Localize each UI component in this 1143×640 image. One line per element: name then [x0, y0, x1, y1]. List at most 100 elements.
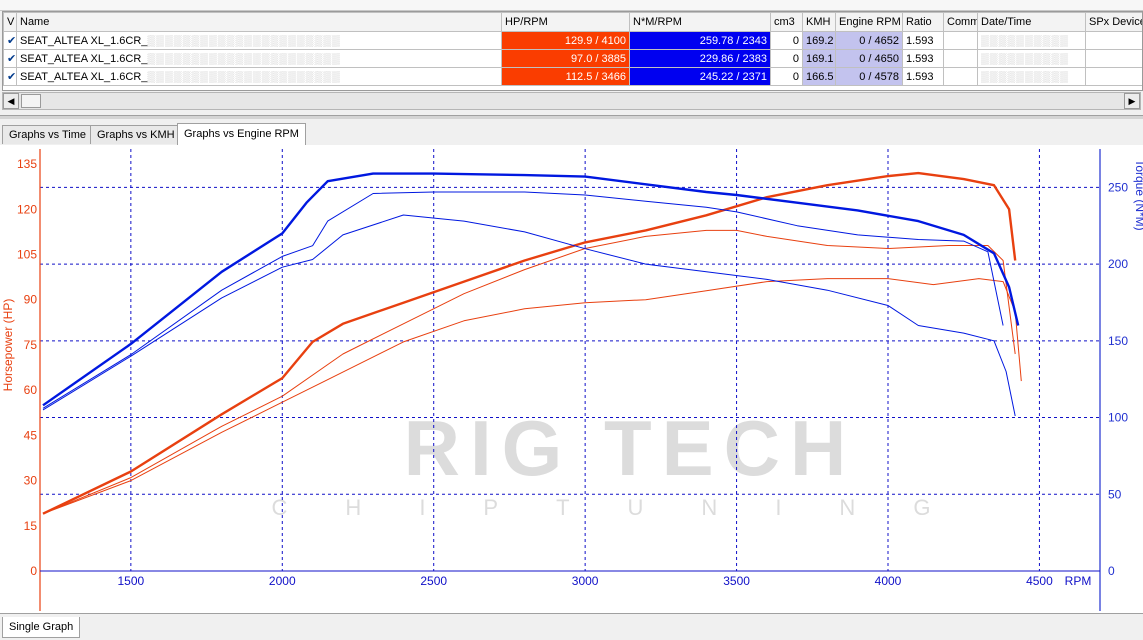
table-row[interactable]: ✔ SEAT_ALTEA XL_1.6CR_▒▒▒▒▒▒▒▒▒▒▒▒▒▒▒▒▒▒…	[4, 68, 1143, 86]
row-device: 5	[1086, 50, 1143, 68]
row-name-text: SEAT_ALTEA XL_1.6CR_	[20, 53, 147, 65]
splitter[interactable]	[0, 115, 1143, 119]
blurred-text: ▒▒▒▒▒▒▒▒▒▒▒▒▒▒▒▒▒▒▒▒▒▒	[147, 53, 340, 65]
row-datetime: ▒▒▒▒▒▒▒▒▒▒	[978, 32, 1086, 50]
x-tick-label: 2500	[420, 574, 447, 588]
x-tick-label: 3500	[723, 574, 750, 588]
row-ratio: 1.593	[903, 68, 944, 86]
col-header-v[interactable]: V	[4, 13, 17, 32]
x-tick-label: 3000	[572, 574, 599, 588]
tab-graphs-vs-engine-rpm[interactable]: Graphs vs Engine RPM	[177, 123, 306, 145]
row-nm: 259.78 / 2343	[630, 32, 771, 50]
row-nm: 245.22 / 2371	[630, 68, 771, 86]
row-hp: 112.5 / 3466	[502, 68, 630, 86]
scroll-thumb[interactable]	[21, 94, 41, 108]
row-comm	[944, 50, 978, 68]
y-right-tick-label: 200	[1108, 257, 1128, 271]
x-tick-label: 4000	[875, 574, 902, 588]
y-left-tick-label: 45	[24, 428, 38, 442]
col-header-ratio[interactable]: Ratio	[903, 13, 944, 32]
col-header-engine-rpm[interactable]: Engine RPM	[836, 13, 903, 32]
tab-graphs-vs-time[interactable]: Graphs vs Time	[2, 125, 93, 144]
col-header-nm[interactable]: N*M/RPM	[630, 13, 771, 32]
results-grid[interactable]: V Name HP/RPM N*M/RPM cm3 KMH Engine RPM…	[2, 11, 1143, 91]
row-hp: 97.0 / 3885	[502, 50, 630, 68]
col-header-comm[interactable]: Comm	[944, 13, 978, 32]
scroll-right-icon: ▶	[1129, 96, 1136, 106]
bottom-tab-bar: Single Graph	[0, 613, 1143, 640]
col-header-cm3[interactable]: cm3	[771, 13, 803, 32]
col-header-name[interactable]: Name	[17, 13, 502, 32]
row-nm: 229.86 / 2383	[630, 50, 771, 68]
y-left-tick-label: 75	[24, 338, 38, 352]
x-tick-label: 4500	[1026, 574, 1053, 588]
row-ratio: 1.593	[903, 32, 944, 50]
top-strip	[0, 0, 1143, 11]
y-left-tick-label: 60	[24, 383, 38, 397]
blurred-text: ▒▒▒▒▒▒▒▒▒▒	[981, 53, 1069, 65]
x-tick-label: 2000	[269, 574, 296, 588]
col-header-datetime[interactable]: Date/Time	[978, 13, 1086, 32]
col-header-device[interactable]: SPx Device	[1086, 13, 1143, 32]
y-left-tick-label: 0	[30, 564, 37, 578]
row-name: SEAT_ALTEA XL_1.6CR_▒▒▒▒▒▒▒▒▒▒▒▒▒▒▒▒▒▒▒▒…	[17, 50, 502, 68]
scroll-left-button[interactable]: ◀	[3, 93, 19, 109]
horizontal-scrollbar[interactable]: ◀ ▶	[2, 92, 1141, 110]
row-kmh: 169.2	[803, 32, 836, 50]
row-comm	[944, 32, 978, 50]
blurred-text: ▒▒▒▒▒▒▒▒▒▒▒▒▒▒▒▒▒▒▒▒▒▒	[147, 71, 340, 83]
scroll-left-icon: ◀	[8, 96, 15, 106]
y-left-tick-label: 30	[24, 474, 38, 488]
row-rpm: 0 / 4652	[836, 32, 903, 50]
y-left-tick-label: 15	[24, 519, 38, 533]
row-datetime: ▒▒▒▒▒▒▒▒▒▒	[978, 50, 1086, 68]
table-row[interactable]: ✔ SEAT_ALTEA XL_1.6CR_▒▒▒▒▒▒▒▒▒▒▒▒▒▒▒▒▒▒…	[4, 50, 1143, 68]
x-tick-label: 1500	[118, 574, 145, 588]
row-datetime: ▒▒▒▒▒▒▒▒▒▒	[978, 68, 1086, 86]
y-right-tick-label: 100	[1108, 411, 1128, 425]
y-left-tick-label: 135	[17, 157, 37, 171]
row-name-text: SEAT_ALTEA XL_1.6CR_	[20, 35, 147, 47]
row-hp: 129.9 / 4100	[502, 32, 630, 50]
watermark-subtitle: CHIPTUNING	[272, 495, 989, 520]
results-table: V Name HP/RPM N*M/RPM cm3 KMH Engine RPM…	[3, 12, 1143, 86]
chart-background	[0, 145, 1143, 613]
row-checkbox[interactable]: ✔	[4, 32, 17, 50]
y-left-tick-label: 105	[17, 248, 37, 262]
blurred-text: ▒▒▒▒▒▒▒▒▒▒▒▒▒▒▒▒▒▒▒▒▒▒	[147, 35, 340, 47]
row-checkbox[interactable]: ✔	[4, 68, 17, 86]
tab-graphs-vs-kmh[interactable]: Graphs vs KMH	[90, 125, 182, 144]
y-left-tick-label: 90	[24, 293, 38, 307]
row-rpm: 0 / 4650	[836, 50, 903, 68]
y-right-tick-label: 250	[1108, 180, 1128, 194]
blurred-text: ▒▒▒▒▒▒▒▒▒▒	[981, 71, 1069, 83]
row-name: SEAT_ALTEA XL_1.6CR_▒▒▒▒▒▒▒▒▒▒▒▒▒▒▒▒▒▒▒▒…	[17, 68, 502, 86]
col-header-hp[interactable]: HP/RPM	[502, 13, 630, 32]
row-cm3: 0	[771, 68, 803, 86]
table-row[interactable]: ✔ SEAT_ALTEA XL_1.6CR_▒▒▒▒▒▒▒▒▒▒▒▒▒▒▒▒▒▒…	[4, 32, 1143, 50]
row-kmh: 169.1	[803, 50, 836, 68]
blurred-text: ▒▒▒▒▒▒▒▒▒▒	[981, 35, 1069, 47]
y-right-axis-label: Torque (N*M)	[1133, 159, 1143, 230]
row-comm	[944, 68, 978, 86]
y-left-tick-label: 120	[17, 202, 37, 216]
row-device: 5	[1086, 32, 1143, 50]
row-checkbox[interactable]: ✔	[4, 50, 17, 68]
table-header-row: V Name HP/RPM N*M/RPM cm3 KMH Engine RPM…	[4, 13, 1143, 32]
row-name: SEAT_ALTEA XL_1.6CR_▒▒▒▒▒▒▒▒▒▒▒▒▒▒▒▒▒▒▒▒…	[17, 32, 502, 50]
row-cm3: 0	[771, 32, 803, 50]
col-header-kmh[interactable]: KMH	[803, 13, 836, 32]
row-kmh: 166.5	[803, 68, 836, 86]
row-cm3: 0	[771, 50, 803, 68]
x-axis-label: RPM	[1065, 574, 1092, 588]
row-device: 5	[1086, 68, 1143, 86]
row-ratio: 1.593	[903, 50, 944, 68]
y-right-tick-label: 150	[1108, 334, 1128, 348]
y-right-tick-label: 50	[1108, 487, 1122, 501]
y-left-axis-label: Horsepower (HP)	[1, 299, 15, 392]
y-right-tick-label: 0	[1108, 564, 1115, 578]
row-rpm: 0 / 4578	[836, 68, 903, 86]
tab-single-graph[interactable]: Single Graph	[2, 617, 80, 638]
scroll-right-button[interactable]: ▶	[1124, 93, 1140, 109]
